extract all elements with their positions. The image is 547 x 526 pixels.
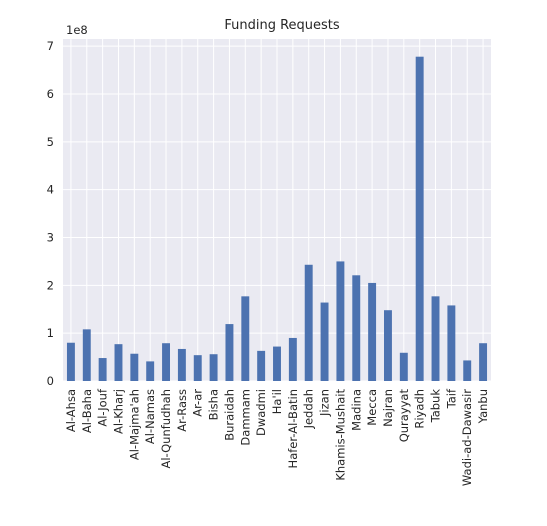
chart-title: Funding Requests (224, 18, 340, 33)
x-tick-label: Ha'il (270, 389, 284, 414)
bar (352, 275, 361, 381)
x-tick-label: Al-Ahsa (64, 389, 78, 432)
bar (320, 302, 329, 381)
x-tick-label: Wadi-ad-Dawasir (460, 389, 474, 486)
x-tick-label: Al-Jouf (96, 388, 110, 427)
bar (273, 346, 281, 381)
bar (66, 342, 75, 381)
x-tick-label: Al-Namas (143, 389, 157, 444)
bar (431, 296, 440, 381)
x-tick-label: Al-Majma'ah (127, 389, 141, 460)
bar (225, 324, 234, 381)
x-tick-label: Dwadmi (254, 389, 268, 436)
bar (304, 264, 313, 381)
y-tick-label: 5 (47, 135, 54, 149)
x-tick-label: Qurayyat (397, 389, 411, 443)
bar (162, 343, 170, 381)
bar (384, 310, 392, 381)
x-tick-label: Bisha (207, 389, 221, 420)
x-tick-label: Al-Baha (80, 389, 94, 433)
y-tick-label: 1 (47, 326, 54, 340)
bars (66, 56, 488, 381)
y-tick-label: 3 (47, 231, 54, 245)
x-tick-label: Madina (349, 389, 363, 431)
bar (98, 358, 107, 381)
bar (114, 344, 123, 381)
x-tick-label: Najran (381, 389, 395, 427)
bar (463, 360, 472, 381)
y-tick-label: 7 (47, 39, 54, 53)
y-axis: 0 1 2 3 4 5 6 7 (47, 39, 54, 388)
bar (368, 282, 377, 381)
x-tick-label: Mecca (365, 389, 379, 426)
x-tick-label: Yanbu (476, 389, 490, 424)
bar (415, 56, 424, 381)
x-tick-label: Jizan (318, 389, 332, 417)
y-tick-label: 2 (47, 278, 54, 292)
bar (130, 353, 139, 381)
y-tick-label: 6 (47, 87, 54, 101)
bar (336, 261, 345, 381)
bar (209, 354, 218, 381)
bar (82, 329, 91, 381)
bar (177, 348, 186, 381)
x-tick-label: Buraidah (222, 389, 236, 441)
bar (447, 305, 456, 381)
y-tick-label: 0 (47, 374, 54, 388)
x-tick-label: Ar-Rass (175, 389, 189, 432)
x-tick-label: Tabuk (429, 389, 443, 424)
bar (241, 296, 250, 381)
x-tick-label: Jeddah (302, 389, 316, 429)
y-tick-label: 4 (47, 183, 54, 197)
bar (479, 343, 488, 381)
x-axis: Al-Ahsa Al-Baha Al-Jouf Al-Kharj Al-Majma'ah… (64, 388, 490, 486)
x-tick-label: Hafer-Al-Batin (286, 389, 300, 468)
x-tick-label: Al-Kharj (111, 389, 125, 434)
x-tick-label: Dammam (238, 389, 252, 446)
bar (193, 355, 202, 381)
x-tick-label: Riyadh (413, 389, 427, 429)
x-tick-label: Ar-ar (191, 389, 205, 417)
bar (399, 352, 408, 381)
y-axis-offset-label: 1e8 (66, 23, 88, 37)
bar (257, 350, 266, 381)
x-tick-label: Taif (444, 388, 458, 409)
x-tick-label: Al-Qunfudhah (159, 389, 173, 469)
bar (146, 361, 155, 381)
bar (288, 337, 297, 381)
x-tick-label: Khamis-Mushait (333, 389, 347, 481)
